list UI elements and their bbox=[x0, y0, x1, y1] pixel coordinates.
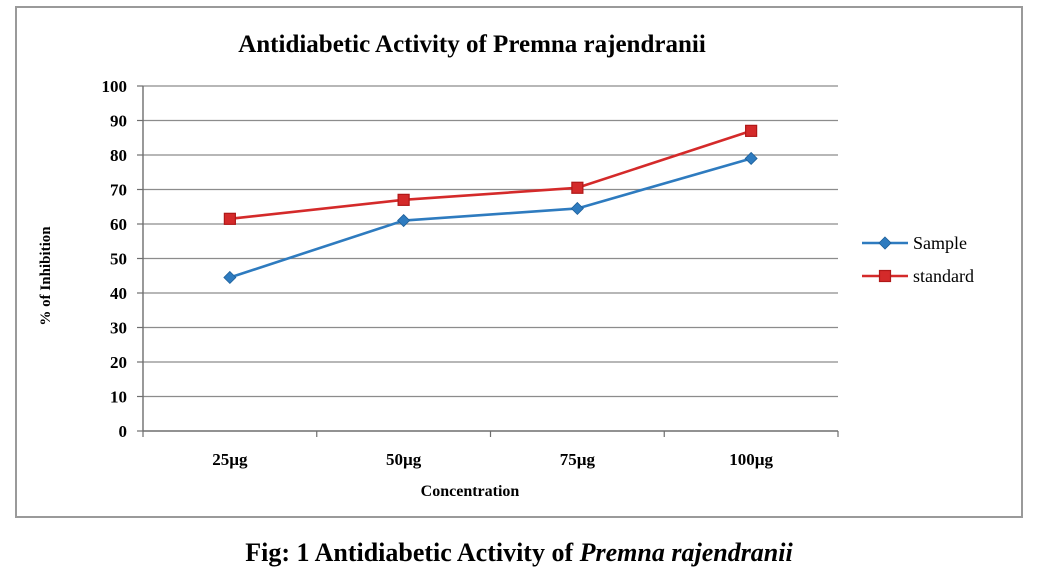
y-tick-label: 70 bbox=[110, 181, 127, 200]
caption-prefix: Fig: 1 Antidiabetic Activity of bbox=[245, 538, 580, 567]
y-tick-label: 100 bbox=[102, 77, 128, 96]
x-tick-label: 75µg bbox=[560, 450, 596, 469]
data-point bbox=[397, 213, 411, 228]
x-tick-label: 50µg bbox=[386, 450, 422, 469]
data-point bbox=[223, 270, 237, 285]
y-tick-label: 0 bbox=[119, 422, 128, 441]
series-line bbox=[229, 157, 752, 279]
legend: Sample standard bbox=[862, 233, 974, 286]
y-tick-label: 30 bbox=[110, 319, 127, 338]
figure-caption: Fig: 1 Antidiabetic Activity of Premna r… bbox=[0, 538, 1038, 568]
chart-title: Antidiabetic Activity of Premna rajendra… bbox=[238, 31, 706, 58]
y-tick-label: 50 bbox=[110, 250, 127, 269]
data-point bbox=[570, 201, 584, 216]
legend-item: Sample bbox=[862, 233, 967, 253]
y-tick-labels: 0 10 20 30 40 50 60 70 80 90 100 bbox=[102, 77, 128, 441]
caption-species: Premna rajendranii bbox=[579, 538, 793, 567]
x-axis-label: Concentration bbox=[421, 483, 520, 500]
y-tick-label: 20 bbox=[110, 353, 127, 372]
series-layer bbox=[223, 124, 758, 285]
y-tick-label: 10 bbox=[110, 388, 127, 407]
data-point bbox=[397, 193, 410, 206]
grid-lines bbox=[143, 85, 838, 398]
data-point bbox=[745, 124, 758, 137]
y-tick-label: 60 bbox=[110, 215, 127, 234]
y-tick-label: 40 bbox=[110, 284, 127, 303]
x-tick-label: 25µg bbox=[212, 450, 248, 469]
y-axis-label: % of Inhibition bbox=[38, 226, 54, 326]
y-tick-label: 80 bbox=[110, 146, 127, 165]
legend-label: Sample bbox=[913, 233, 967, 253]
legend-marker bbox=[878, 236, 892, 250]
axes bbox=[137, 85, 839, 437]
x-tick-label: 100µg bbox=[729, 450, 773, 469]
series-sample bbox=[223, 151, 758, 285]
data-point bbox=[744, 151, 758, 166]
data-point bbox=[571, 181, 584, 194]
chart-frame bbox=[15, 6, 1023, 518]
legend-item: standard bbox=[862, 266, 974, 286]
data-point bbox=[223, 212, 236, 225]
series-line bbox=[229, 129, 752, 221]
legend-label: standard bbox=[913, 266, 974, 286]
series-standard bbox=[223, 124, 758, 225]
y-tick-label: 90 bbox=[110, 112, 127, 131]
legend-marker bbox=[878, 269, 892, 283]
x-tick-labels: 25µg 50µg 75µg 100µg bbox=[212, 450, 773, 469]
